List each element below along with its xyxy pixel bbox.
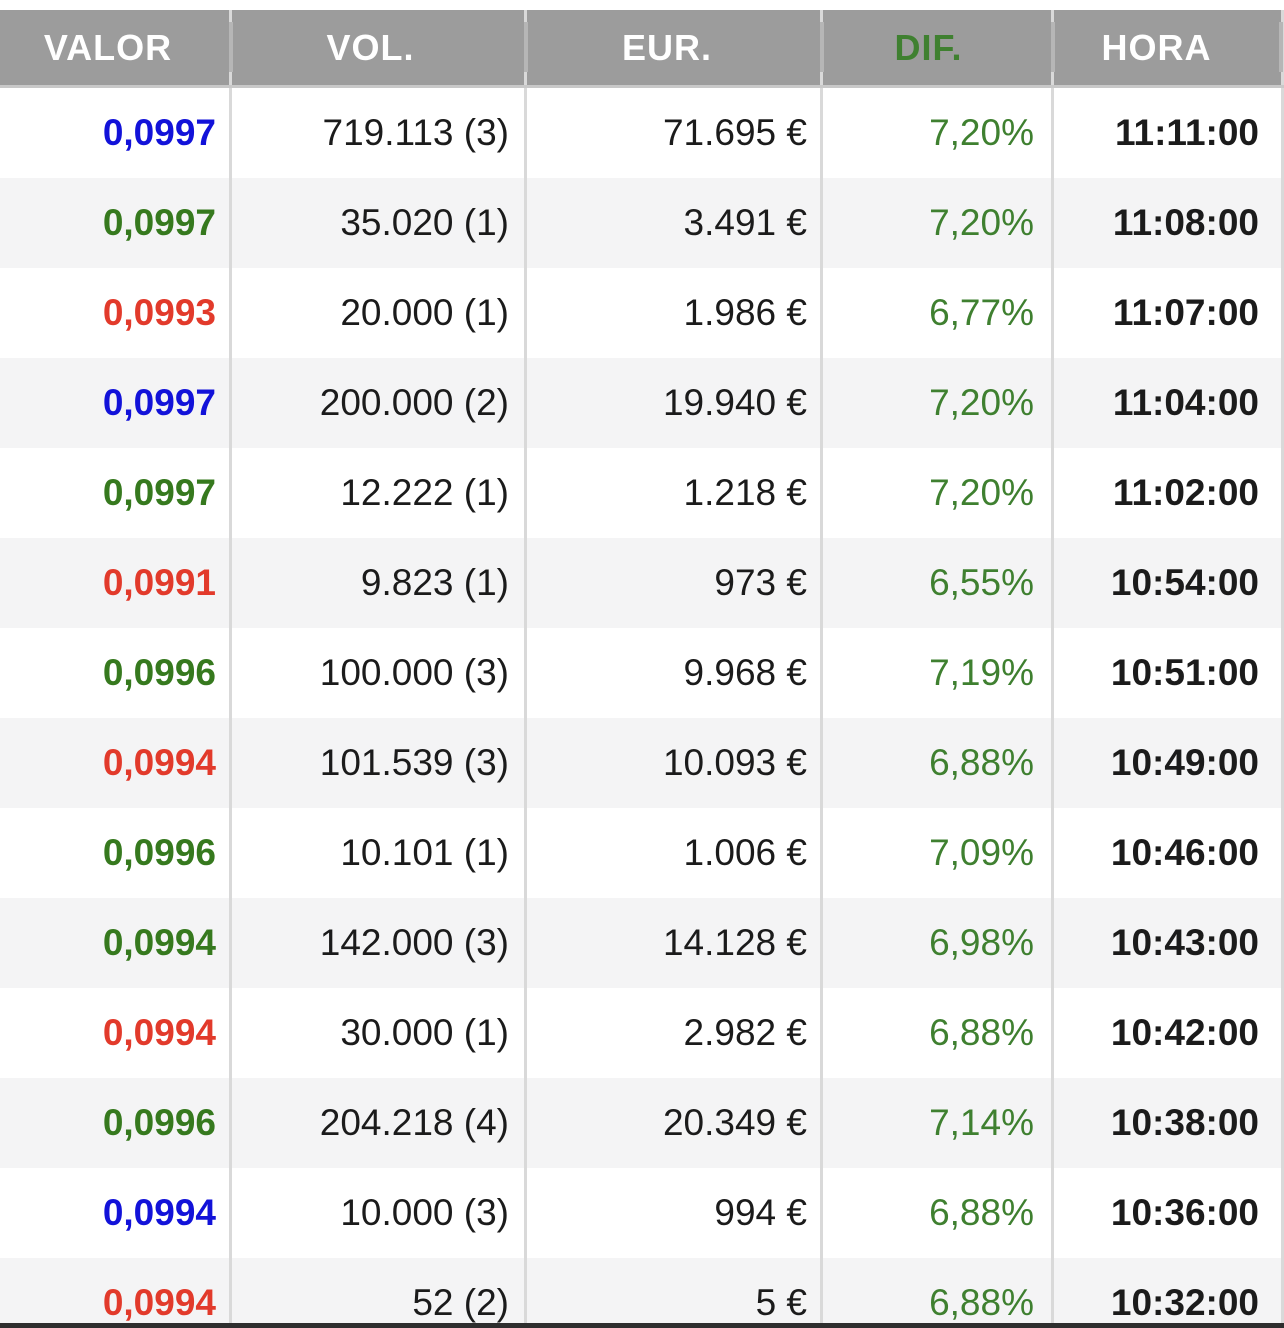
table-row: 0,0991 9.823 (1) 973 € 6,55% 10:54:00 (0, 538, 1284, 628)
diff-percent-cell: 7,20% (820, 448, 1051, 538)
volume-cell: 10.101 (1) (229, 808, 524, 898)
valor-price-cell: 0,0994 (102, 1282, 216, 1323)
table-row: 0,0994 52 (2) 5 € 6,88% 10:32:00 (0, 1258, 1284, 1328)
diff-percent-cell: 6,88% (820, 1258, 1051, 1328)
table-row: 0,0993 20.000 (1) 1.986 € 6,77% 11:07:00 (0, 268, 1284, 358)
table-row: 0,0996 10.101 (1) 1.006 € 7,09% 10:46:00 (0, 808, 1284, 898)
valor-price-cell: 0,0993 (102, 292, 216, 333)
valor-price-cell: 0,0994 (102, 922, 216, 963)
euros-cell: 5 € (524, 1258, 820, 1328)
valor-price-cell: 0,0997 (102, 382, 216, 423)
euros-cell: 19.940 € (524, 358, 820, 448)
diff-percent-cell: 6,88% (820, 718, 1051, 808)
euros-cell: 3.491 € (524, 178, 820, 268)
diff-percent-cell: 7,20% (820, 358, 1051, 448)
euros-cell: 1.986 € (524, 268, 820, 358)
table-row: 0,0994 142.000 (3) 14.128 € 6,98% 10:43:… (0, 898, 1284, 988)
valor-price-cell: 0,0997 (102, 472, 216, 513)
valor-price-cell: 0,0994 (102, 742, 216, 783)
table-row: 0,0996 204.218 (4) 20.349 € 7,14% 10:38:… (0, 1078, 1284, 1168)
table-header: VALOR VOL. EUR. DIF. HORA (0, 10, 1284, 88)
table-row: 0,0997 200.000 (2) 19.940 € 7,20% 11:04:… (0, 358, 1284, 448)
time-cell: 10:42:00 (1051, 988, 1284, 1078)
time-cell: 11:07:00 (1051, 268, 1284, 358)
header-valor: VALOR (43, 26, 173, 68)
volume-cell: 142.000 (3) (229, 898, 524, 988)
diff-percent-cell: 6,88% (820, 988, 1051, 1078)
time-cell: 11:04:00 (1051, 358, 1284, 448)
euros-cell: 10.093 € (524, 718, 820, 808)
header-divider (229, 22, 233, 72)
header-dif: DIF. (820, 10, 1051, 85)
volume-cell: 12.222 (1) (229, 448, 524, 538)
volume-cell: 9.823 (1) (229, 538, 524, 628)
time-cell: 10:32:00 (1051, 1258, 1284, 1328)
bottom-screen-edge (0, 1323, 1284, 1328)
time-cell: 10:36:00 (1051, 1168, 1284, 1258)
valor-price-cell: 0,0994 (102, 1012, 216, 1053)
table-row: 0,0996 100.000 (3) 9.968 € 7,19% 10:51:0… (0, 628, 1284, 718)
diff-percent-cell: 6,88% (820, 1168, 1051, 1258)
volume-cell: 204.218 (4) (229, 1078, 524, 1168)
time-cell: 10:51:00 (1051, 628, 1284, 718)
valor-price-cell: 0,0994 (102, 1192, 216, 1233)
trades-table: VALOR VOL. EUR. DIF. HORA 0,0997 719.113… (0, 10, 1284, 1328)
header-divider (820, 22, 824, 72)
diff-percent-cell: 7,19% (820, 628, 1051, 718)
table-row: 0,0997 12.222 (1) 1.218 € 7,20% 11:02:00 (0, 448, 1284, 538)
time-cell: 10:54:00 (1051, 538, 1284, 628)
valor-price-cell: 0,0996 (102, 652, 216, 693)
diff-percent-cell: 7,20% (820, 88, 1051, 178)
valor-price-cell: 0,0996 (102, 832, 216, 873)
volume-cell: 20.000 (1) (229, 268, 524, 358)
table-row: 0,0997 719.113 (3) 71.695 € 7,20% 11:11:… (0, 88, 1284, 178)
diff-percent-cell: 6,55% (820, 538, 1051, 628)
time-cell: 10:49:00 (1051, 718, 1284, 808)
euros-cell: 973 € (524, 538, 820, 628)
table-row: 0,0994 10.000 (3) 994 € 6,88% 10:36:00 (0, 1168, 1284, 1258)
table-row: 0,0994 101.539 (3) 10.093 € 6,88% 10:49:… (0, 718, 1284, 808)
volume-cell: 10.000 (3) (229, 1168, 524, 1258)
header-divider (524, 22, 528, 72)
time-cell: 11:11:00 (1051, 88, 1284, 178)
euros-cell: 2.982 € (524, 988, 820, 1078)
valor-price-cell: 0,0991 (102, 562, 216, 603)
header-hora: HORA (1051, 10, 1284, 85)
header-divider (1051, 22, 1055, 72)
time-cell: 10:46:00 (1051, 808, 1284, 898)
euros-cell: 994 € (524, 1168, 820, 1258)
table-body: 0,0997 719.113 (3) 71.695 € 7,20% 11:11:… (0, 88, 1284, 1328)
valor-price-cell: 0,0997 (102, 202, 216, 243)
euros-cell: 9.968 € (524, 628, 820, 718)
header-eur: EUR. (524, 10, 820, 85)
time-cell: 11:02:00 (1051, 448, 1284, 538)
volume-cell: 200.000 (2) (229, 358, 524, 448)
volume-cell: 35.020 (1) (229, 178, 524, 268)
euros-cell: 14.128 € (524, 898, 820, 988)
volume-cell: 100.000 (3) (229, 628, 524, 718)
table-row: 0,0994 30.000 (1) 2.982 € 6,88% 10:42:00 (0, 988, 1284, 1078)
volume-cell: 30.000 (1) (229, 988, 524, 1078)
table-row: 0,0997 35.020 (1) 3.491 € 7,20% 11:08:00 (0, 178, 1284, 268)
diff-percent-cell: 7,20% (820, 178, 1051, 268)
diff-percent-cell: 7,09% (820, 808, 1051, 898)
header-vol: VOL. (229, 10, 524, 85)
volume-cell: 52 (2) (229, 1258, 524, 1328)
time-cell: 11:08:00 (1051, 178, 1284, 268)
valor-price-cell: 0,0997 (102, 112, 216, 153)
diff-percent-cell: 6,98% (820, 898, 1051, 988)
volume-cell: 101.539 (3) (229, 718, 524, 808)
volume-cell: 719.113 (3) (229, 88, 524, 178)
euros-cell: 1.006 € (524, 808, 820, 898)
diff-percent-cell: 7,14% (820, 1078, 1051, 1168)
header-divider (1279, 22, 1283, 72)
valor-price-cell: 0,0996 (102, 1102, 216, 1143)
euros-cell: 71.695 € (524, 88, 820, 178)
time-cell: 10:43:00 (1051, 898, 1284, 988)
time-cell: 10:38:00 (1051, 1078, 1284, 1168)
diff-percent-cell: 6,77% (820, 268, 1051, 358)
euros-cell: 20.349 € (524, 1078, 820, 1168)
euros-cell: 1.218 € (524, 448, 820, 538)
